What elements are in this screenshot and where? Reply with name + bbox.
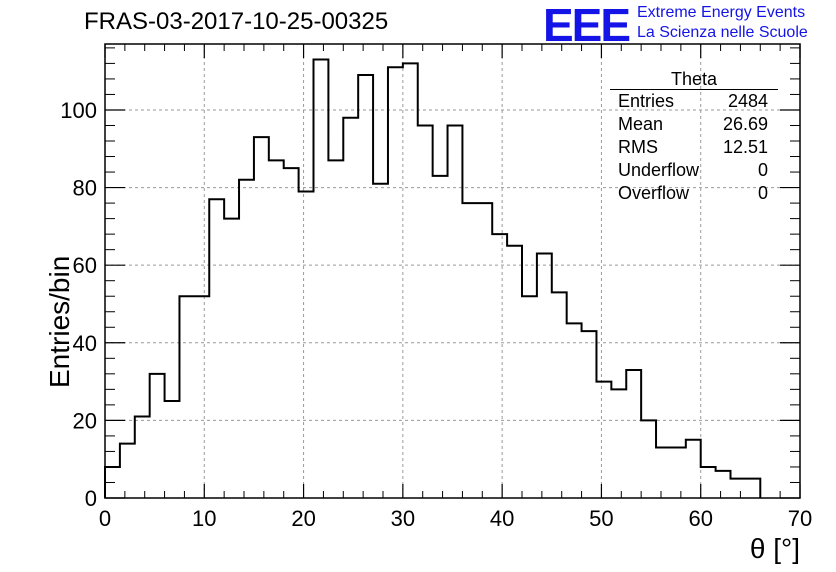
plot-frame [104, 43, 801, 499]
y-tick-label: 40 [73, 331, 97, 356]
stats-value: 26.69 [722, 114, 768, 134]
y-tick-label: 60 [73, 253, 97, 278]
stats-label: Overflow [618, 183, 690, 203]
stats-value: 0 [757, 183, 768, 203]
x-tick-label: 40 [490, 506, 514, 531]
x-tick-label: 70 [788, 506, 812, 531]
stats-box: Theta Entries 2484 Mean 26.69 RMS 12.51 … [610, 70, 778, 205]
stats-row: Entries 2484 [610, 90, 778, 113]
stats-value: 2484 [727, 91, 768, 111]
stats-row: Mean 26.69 [610, 113, 778, 136]
logo-line-2: La Scienza nelle Scuole [637, 24, 808, 41]
x-axis-label: θ [°] [750, 533, 800, 564]
run-title: FRAS-03-2017-10-25-00325 [84, 8, 389, 35]
stats-value: 12.51 [722, 137, 768, 157]
stats-label: Mean [618, 114, 664, 134]
y-axis-label: Entries/bin [44, 255, 75, 388]
x-tick-label: 0 [99, 506, 111, 531]
y-tick-label: 0 [85, 486, 97, 511]
x-tick-label: 20 [291, 506, 315, 531]
x-tick-label: 60 [688, 506, 712, 531]
stats-label: RMS [618, 137, 658, 157]
stats-value: 0 [757, 160, 768, 180]
stats-title: Theta [610, 70, 778, 90]
grid-lines [105, 44, 800, 498]
x-tick-label: 50 [589, 506, 613, 531]
y-tick-label: 20 [73, 408, 97, 433]
x-tick-label: 10 [192, 506, 216, 531]
y-tick-label: 80 [73, 176, 97, 201]
logo-line-1: Extreme Energy Events [637, 4, 806, 21]
stats-row: Underflow 0 [610, 159, 778, 182]
tick-labels: 0 10 20 30 40 50 60 70 0 20 40 60 80 100 [60, 98, 812, 531]
axis-ticks [104, 44, 801, 499]
y-tick-label: 100 [60, 98, 97, 123]
stats-row: Overflow 0 [610, 182, 778, 205]
histogram-line [104, 58, 762, 498]
x-tick-label: 30 [391, 506, 415, 531]
stats-label: Underflow [618, 160, 700, 180]
stats-label: Entries [618, 91, 675, 111]
stats-row: RMS 12.51 [610, 136, 778, 159]
eee-logo-mark: EEE [543, 0, 631, 51]
